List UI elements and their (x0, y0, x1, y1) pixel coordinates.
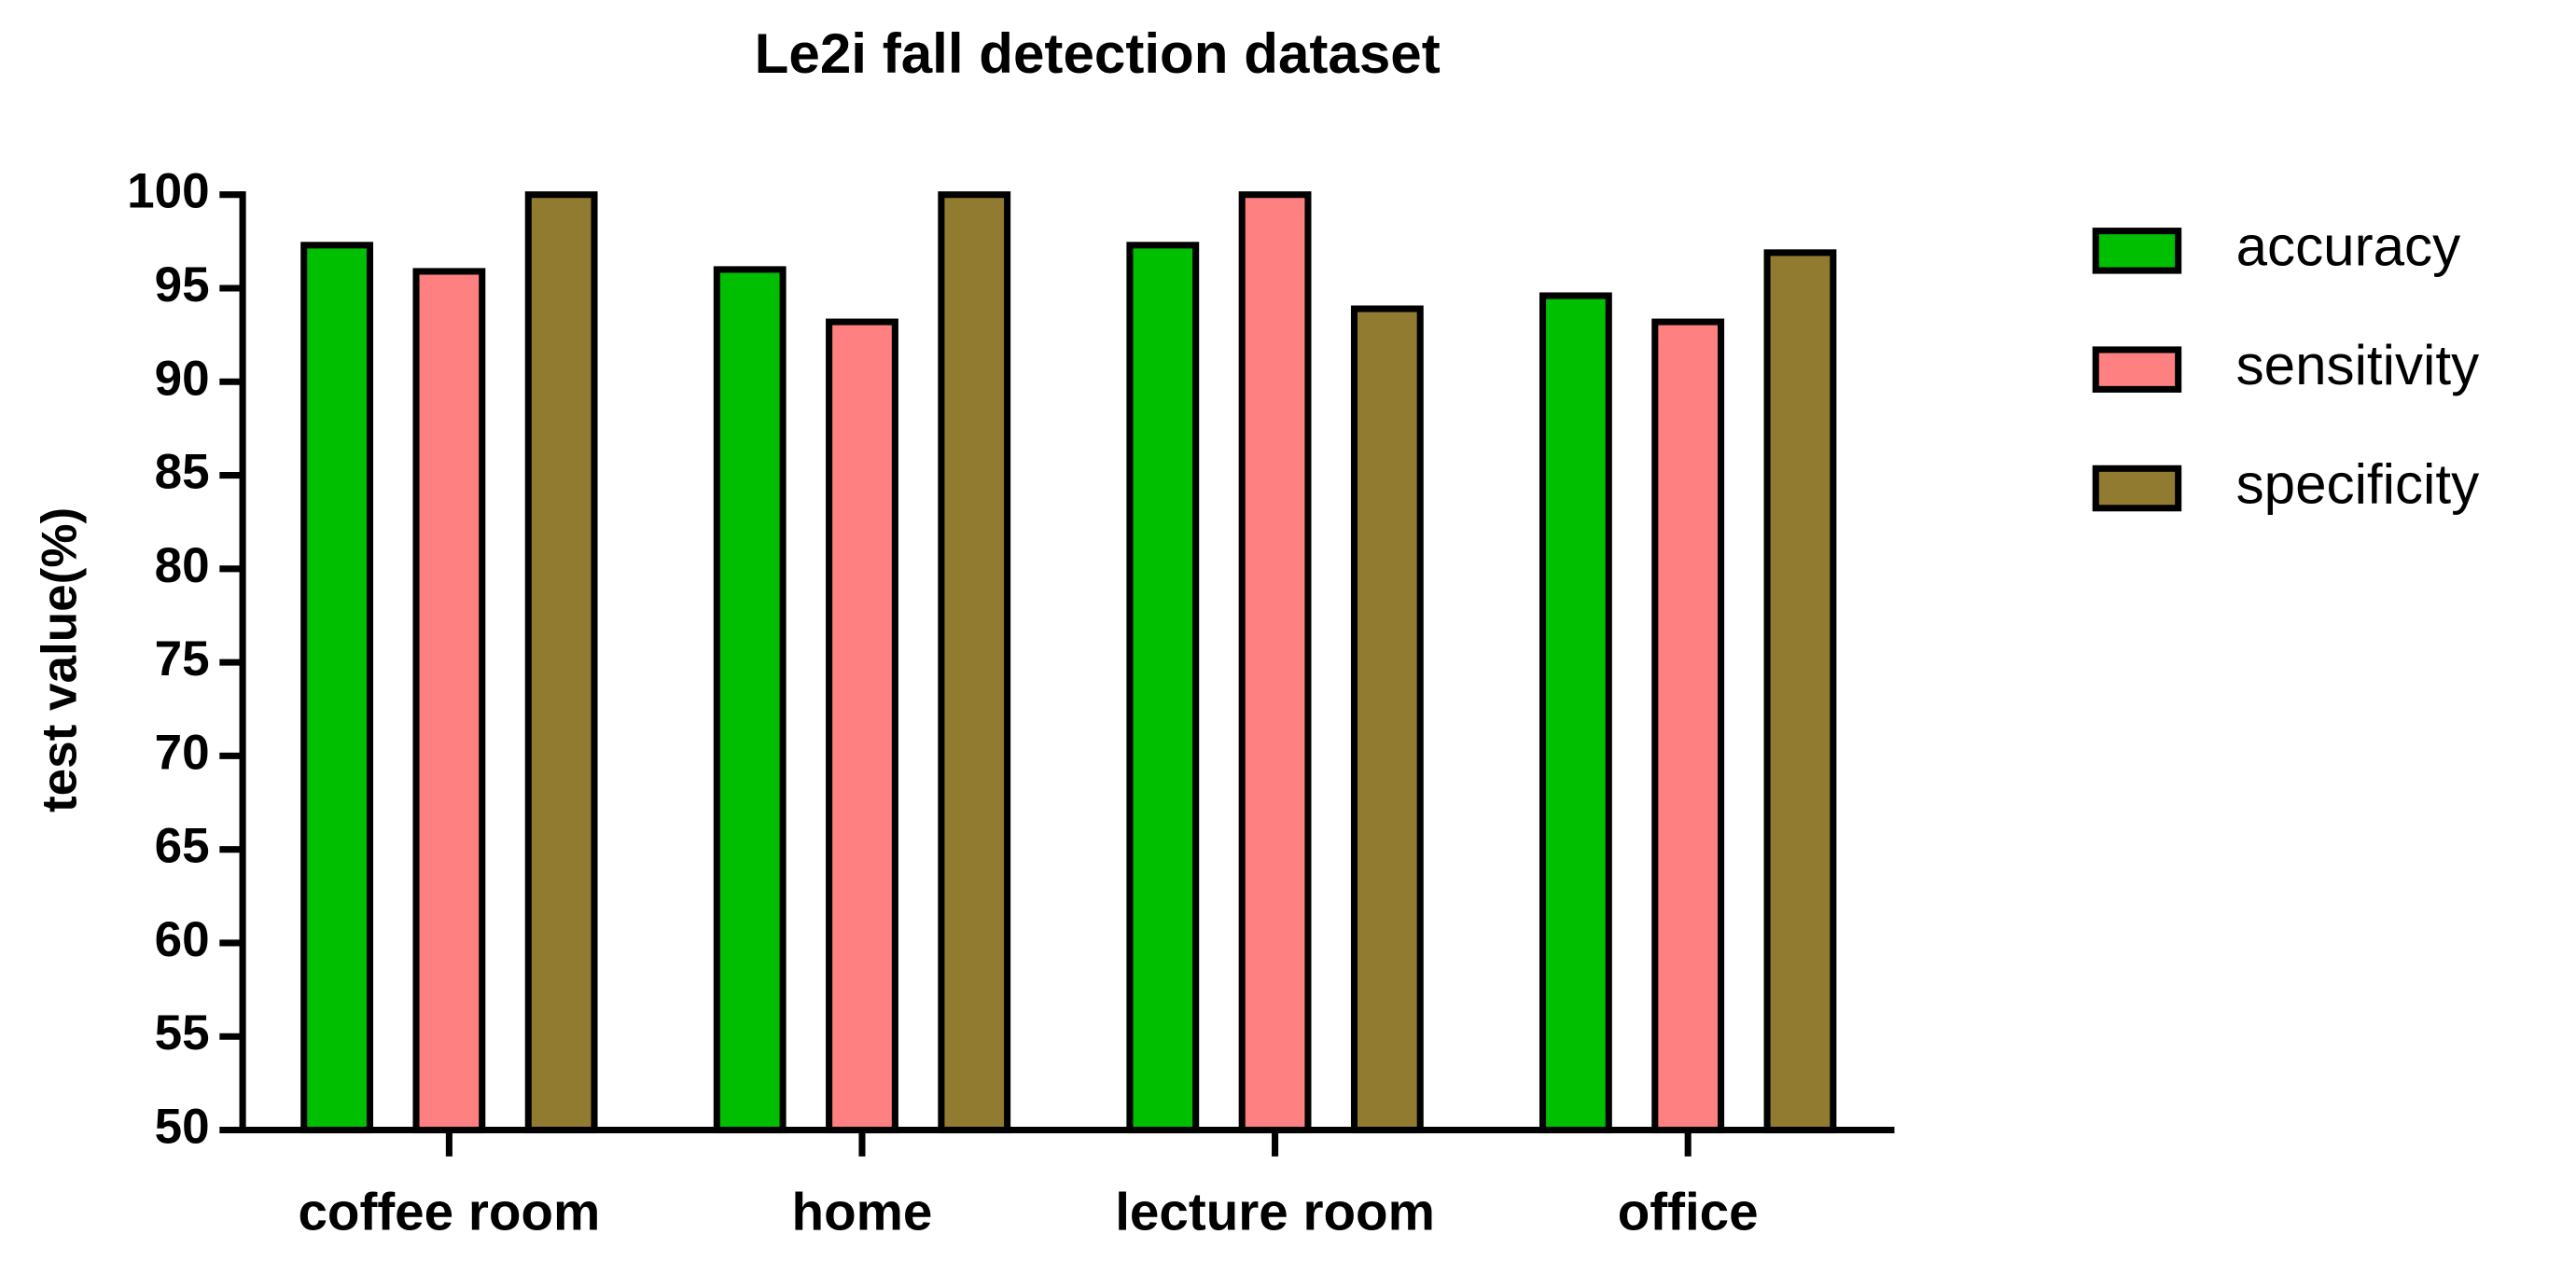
bar (524, 191, 598, 1134)
x-tick-label: home (792, 1182, 933, 1241)
bar (938, 191, 1011, 1134)
x-tick-label: coffee room (298, 1182, 600, 1241)
y-axis-label: test value(%) (32, 507, 87, 812)
bar (1763, 249, 1837, 1134)
y-tick-label: 100 (127, 164, 210, 219)
x-tick-label: office (1618, 1182, 1759, 1241)
legend-swatch (2092, 346, 2182, 393)
bar (1350, 305, 1424, 1134)
bar (300, 242, 374, 1134)
y-tick-label: 65 (155, 819, 210, 874)
bar (1539, 292, 1612, 1134)
chart-title: Le2i fall detection dataset (755, 22, 1441, 85)
bar (826, 318, 898, 1134)
y-tick-label: 80 (155, 538, 210, 593)
y-tick-label: 75 (155, 631, 210, 686)
y-tick-label: 55 (155, 1005, 210, 1061)
legend-swatch (2092, 465, 2182, 512)
y-tick-label: 50 (155, 1100, 210, 1155)
y-tick-label: 85 (155, 445, 210, 500)
bar (1651, 318, 1725, 1134)
x-tick-label: lecture room (1115, 1182, 1435, 1241)
bar (1238, 191, 1312, 1134)
legend-label: accuracy (2236, 215, 2461, 278)
legend-label: sensitivity (2236, 334, 2480, 396)
y-tick-label: 95 (155, 257, 210, 312)
legend-swatch (2092, 228, 2182, 274)
bar (412, 268, 486, 1134)
y-tick-label: 90 (155, 351, 210, 406)
bar (713, 266, 787, 1134)
y-tick-label: 70 (155, 725, 210, 780)
bar (1126, 242, 1200, 1134)
y-tick-label: 60 (155, 912, 210, 967)
legend-label: specificity (2236, 452, 2480, 515)
